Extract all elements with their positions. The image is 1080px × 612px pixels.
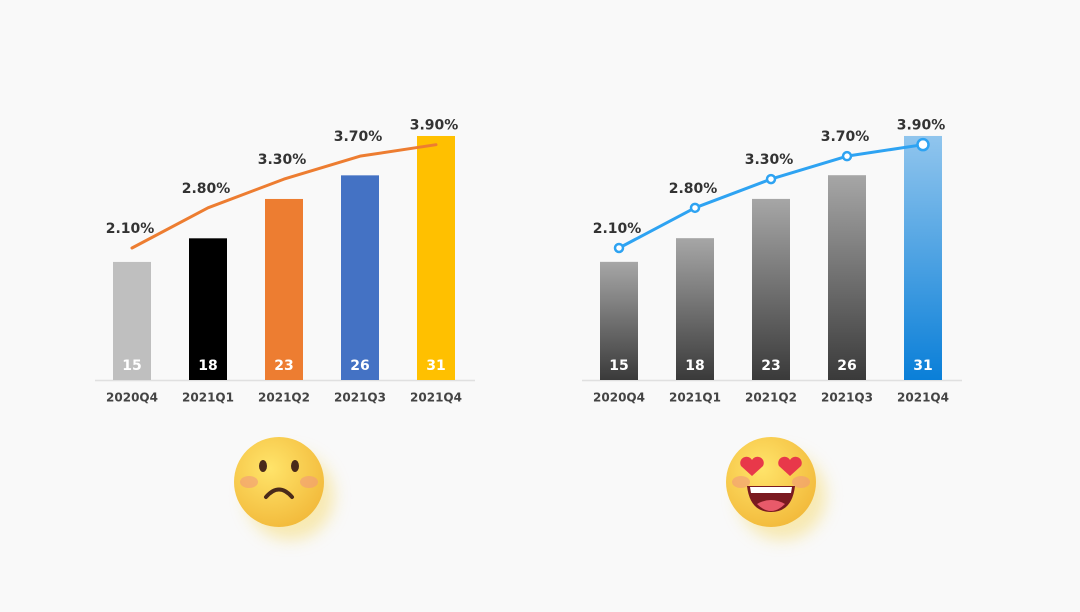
line-value-label: 3.90%	[897, 118, 946, 134]
line-marker	[841, 150, 853, 162]
x-tick-label: 2021Q2	[258, 391, 310, 405]
bar-value-label: 18	[198, 358, 217, 374]
bar-value-label: 23	[761, 358, 780, 374]
line-value-label: 3.90%	[410, 118, 459, 134]
bar	[265, 198, 303, 380]
chart: 2020Q4 2021Q1 2021Q2 2021Q3 2021Q4 15 18 23 26 31…	[95, 118, 475, 405]
line-value-label: 2.80%	[182, 181, 231, 197]
bar-shine	[600, 261, 638, 380]
bar	[113, 261, 151, 380]
bar-value-label: 15	[122, 358, 141, 374]
x-tick-label: 2021Q2	[745, 391, 797, 405]
bar-value-label: 31	[913, 358, 932, 374]
bar	[189, 238, 227, 380]
bar-value-label: 18	[685, 358, 704, 374]
x-tick-label: 2021Q4	[897, 391, 949, 405]
line-value-label: 3.70%	[821, 129, 870, 145]
line-marker	[765, 173, 777, 185]
line-value-label: 3.30%	[745, 152, 794, 168]
line-value-label: 2.10%	[106, 221, 155, 237]
x-tick-label: 2021Q1	[182, 391, 234, 405]
x-tick-label: 2021Q1	[669, 391, 721, 405]
happy-emoji	[726, 437, 826, 540]
line-marker	[916, 137, 930, 152]
line-value-label: 2.80%	[669, 181, 718, 197]
x-tick-label: 2020Q4	[593, 391, 645, 405]
bar-value-label: 26	[350, 358, 369, 374]
line-value-label: 3.30%	[258, 152, 307, 168]
line	[130, 143, 438, 250]
line-marker	[613, 242, 625, 254]
bar-shine	[752, 198, 790, 380]
line-value-label: 3.70%	[334, 129, 383, 145]
bar-shine	[904, 135, 942, 380]
bar-value-label: 31	[426, 358, 445, 374]
line-marker	[689, 202, 701, 214]
bar	[341, 175, 379, 380]
bar	[417, 135, 455, 380]
chart: 2020Q4 2021Q1 2021Q2 2021Q3 2021Q4 15 18 23 26 31…	[582, 118, 962, 405]
bar-value-label: 26	[837, 358, 856, 374]
x-tick-label: 2020Q4	[106, 391, 158, 405]
bar-shine	[828, 175, 866, 380]
sad-emoji	[234, 437, 334, 540]
bar-shine	[676, 238, 714, 380]
x-tick-label: 2021Q4	[410, 391, 462, 405]
x-tick-label: 2021Q3	[821, 391, 873, 405]
bar-value-label: 23	[274, 358, 293, 374]
bar-value-label: 15	[609, 358, 628, 374]
line-value-label: 2.10%	[593, 221, 642, 237]
x-tick-label: 2021Q3	[334, 391, 386, 405]
